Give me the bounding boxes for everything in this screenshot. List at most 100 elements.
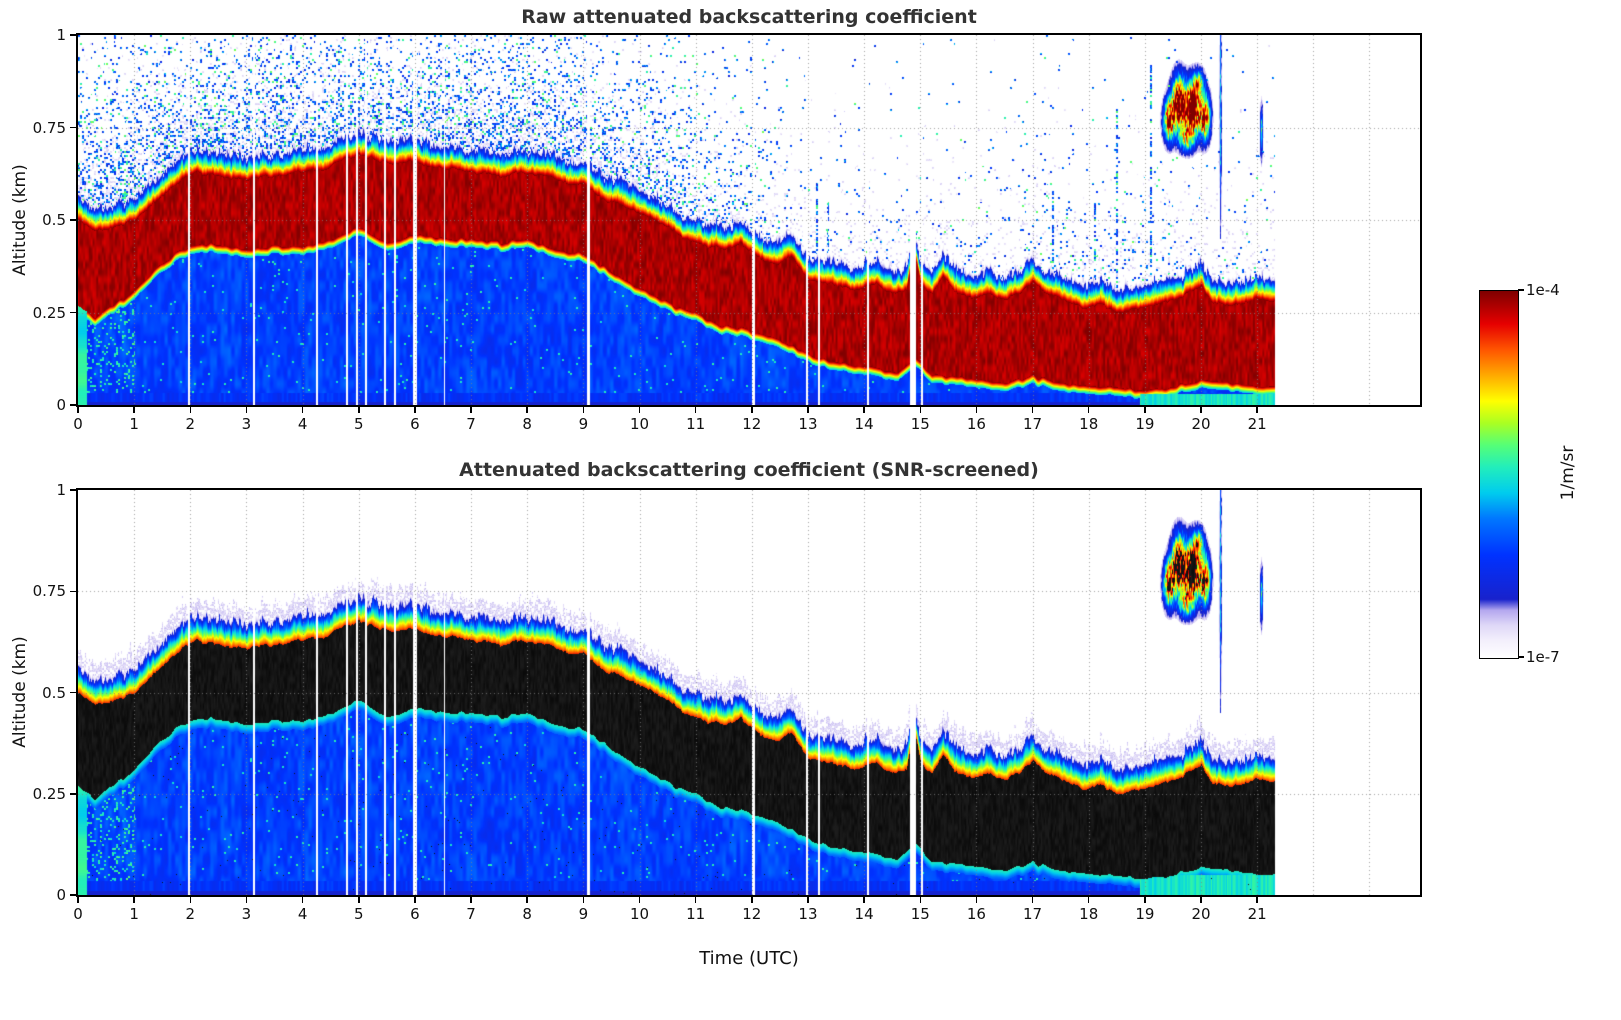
y-tick-mark (70, 489, 76, 491)
colorbar-max-label: 1e-4 (1526, 281, 1560, 299)
x-tick-mark (975, 897, 978, 903)
x-tick-mark (1256, 407, 1258, 413)
y-tick-mark (70, 34, 76, 36)
x-tick-mark (1256, 897, 1258, 903)
x-tick-label: 4 (297, 905, 308, 923)
x-tick-label: 15 (910, 415, 930, 433)
x-tick-mark (1144, 897, 1146, 903)
x-tick-mark (189, 897, 192, 903)
y-axis-label-raw: Altitude (km) (10, 164, 30, 276)
x-tick-mark (919, 407, 921, 413)
plot-area-screened (76, 488, 1422, 897)
heatmap-canvas-screened (78, 490, 1420, 895)
x-tick-mark (470, 407, 472, 413)
y-tick-label: 0.5 (42, 683, 66, 702)
x-tick-label: 10 (629, 415, 650, 433)
x-tick-label: 9 (578, 905, 589, 923)
x-tick-label: 10 (629, 905, 650, 923)
x-tick-mark (1200, 407, 1202, 413)
x-tick-mark (751, 897, 753, 903)
y-tick-mark (70, 894, 76, 896)
x-tick-label: 6 (410, 415, 420, 433)
x-tick-mark (189, 407, 192, 413)
x-tick-mark (77, 897, 79, 903)
x-tick-mark (133, 897, 135, 903)
x-tick-label: 13 (798, 415, 818, 433)
y-tick-mark (70, 691, 76, 694)
y-tick-label: 0 (56, 396, 66, 414)
x-tick-label: 14 (854, 905, 874, 923)
x-tick-mark (358, 407, 360, 413)
y-tick-label: 0.25 (32, 784, 66, 803)
x-tick-label: 14 (854, 415, 874, 433)
x-tick-mark (1087, 897, 1090, 903)
y-tick-label: 1 (56, 26, 66, 44)
x-tick-label: 2 (185, 415, 196, 433)
y-tick-mark (70, 590, 76, 592)
x-tick-mark (358, 897, 360, 903)
x-tick-label: 8 (522, 415, 532, 433)
x-tick-label: 13 (798, 905, 818, 923)
x-tick-label: 21 (1247, 415, 1267, 433)
x-tick-label: 3 (241, 905, 252, 923)
x-tick-mark (694, 407, 697, 413)
x-tick-mark (414, 407, 416, 413)
x-tick-mark (751, 407, 753, 413)
colorbar-top-tick (1518, 289, 1524, 291)
y-tick-mark (70, 219, 76, 221)
x-tick-label: 20 (1191, 905, 1211, 923)
y-tick-mark (70, 404, 76, 406)
x-tick-mark (1200, 897, 1202, 903)
heatmap-canvas-raw (78, 35, 1420, 405)
x-tick-label: 5 (353, 415, 364, 433)
x-tick-label: 20 (1191, 415, 1211, 433)
x-tick-label: 17 (1023, 415, 1043, 433)
x-tick-mark (526, 897, 528, 903)
plot-area-raw (76, 33, 1422, 407)
x-tick-mark (807, 897, 809, 903)
x-tick-label: 11 (686, 905, 706, 923)
x-tick-mark (975, 407, 978, 413)
x-tick-label: 19 (1135, 415, 1155, 433)
x-tick-mark (638, 407, 641, 413)
x-tick-mark (863, 407, 865, 413)
x-tick-label: 7 (466, 415, 476, 433)
x-tick-mark (526, 407, 528, 413)
x-tick-label: 1 (129, 905, 139, 923)
x-tick-mark (245, 897, 248, 903)
x-tick-label: 5 (353, 905, 364, 923)
x-tick-label: 18 (1079, 415, 1099, 433)
x-tick-mark (807, 407, 809, 413)
x-tick-mark (1031, 897, 1034, 903)
x-tick-mark (301, 407, 304, 413)
x-tick-label: 0 (73, 905, 83, 923)
panel-title-raw: Raw attenuated backscattering coefficien… (521, 6, 977, 28)
y-tick-mark (70, 311, 76, 314)
colorbar (1479, 290, 1519, 659)
x-tick-label: 19 (1135, 905, 1155, 923)
x-tick-label: 15 (910, 905, 930, 923)
x-tick-label: 11 (686, 415, 706, 433)
x-tick-mark (133, 407, 135, 413)
x-tick-label: 7 (466, 905, 476, 923)
x-tick-mark (582, 897, 585, 903)
x-tick-label: 16 (966, 905, 986, 923)
x-tick-label: 16 (966, 415, 986, 433)
panel-title-screened: Attenuated backscattering coefficient (S… (459, 459, 1039, 481)
x-tick-label: 1 (129, 415, 139, 433)
x-tick-mark (245, 407, 248, 413)
x-tick-label: 18 (1079, 905, 1099, 923)
x-tick-label: 21 (1247, 905, 1267, 923)
x-tick-mark (582, 407, 585, 413)
colorbar-min-label: 1e-7 (1526, 648, 1560, 666)
x-tick-label: 2 (185, 905, 196, 923)
y-tick-mark (70, 126, 76, 129)
x-tick-label: 17 (1023, 905, 1043, 923)
x-tick-mark (919, 897, 921, 903)
x-tick-label: 4 (297, 415, 308, 433)
x-tick-label: 0 (73, 415, 83, 433)
y-axis-label-screened: Altitude (km) (10, 636, 30, 748)
x-tick-mark (470, 897, 472, 903)
colorbar-unit-label: 1/m/sr (1558, 445, 1578, 501)
